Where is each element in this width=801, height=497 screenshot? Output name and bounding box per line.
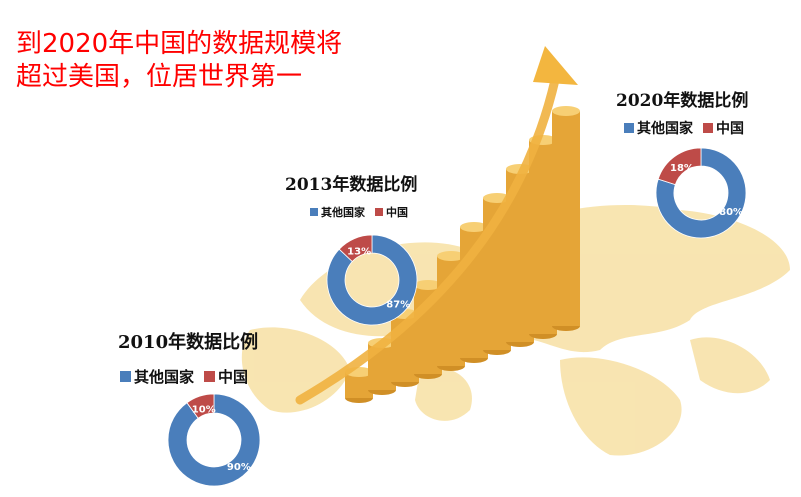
legend-label: 中国 xyxy=(716,121,744,137)
chart-title: 2020年数据比例 xyxy=(616,91,749,111)
headline-line-1: 到2020年中国的数据规模将 xyxy=(16,29,343,59)
donut-chart: 90% 10% xyxy=(167,393,261,487)
headline: 到2020年中国的数据规模将 超过美国，位居世界第一 xyxy=(16,28,342,94)
slice-label: 87% xyxy=(386,299,410,310)
legend-item: 其他国家 xyxy=(120,366,194,387)
legend-label: 其他国家 xyxy=(134,368,195,386)
chart-legend: 其他国家 中国 xyxy=(310,204,418,220)
headline-line-2: 超过美国，位居世界第一 xyxy=(16,62,303,92)
chart-legend: 其他国家 中国 xyxy=(624,118,754,138)
legend-swatch xyxy=(703,123,713,133)
growth-arrow xyxy=(295,75,560,405)
chart-title: 2010年数据比例 xyxy=(118,332,259,353)
donut-chart: 80% 18% xyxy=(655,147,747,239)
slice-label: 13% xyxy=(347,246,371,257)
chart-legend: 其他国家 中国 xyxy=(120,366,258,387)
donut-slice-other xyxy=(167,393,261,487)
legend-swatch xyxy=(624,123,634,133)
bar xyxy=(552,106,580,331)
legend-swatch xyxy=(120,371,131,382)
donut-slice-china xyxy=(657,147,702,186)
legend-item: 其他国家 xyxy=(310,204,365,220)
legend-item: 其他国家 xyxy=(624,118,693,138)
slice-label: 18% xyxy=(670,163,694,174)
legend-label: 其他国家 xyxy=(321,206,365,219)
legend-swatch xyxy=(310,208,318,216)
donut-slice-other xyxy=(326,234,418,326)
chart-title: 2013年数据比例 xyxy=(285,175,418,195)
donut-chart: 87% 13% xyxy=(326,234,418,326)
slice-label: 90% xyxy=(227,462,251,473)
donut-slice-china xyxy=(186,393,215,419)
legend-label: 中国 xyxy=(386,206,408,219)
legend-swatch xyxy=(204,371,216,382)
donut-slice-china xyxy=(338,234,373,263)
legend-swatch xyxy=(375,208,383,216)
arrow-head-icon xyxy=(533,46,578,85)
slice-label: 80% xyxy=(719,207,743,218)
legend-label: 中国 xyxy=(218,368,249,386)
donut-slice-other xyxy=(655,147,747,239)
legend-item: 中国 xyxy=(204,366,248,387)
legend-item: 中国 xyxy=(703,118,744,138)
slice-label: 10% xyxy=(192,405,216,416)
legend-label: 其他国家 xyxy=(637,121,693,137)
legend-item: 中国 xyxy=(375,204,408,220)
